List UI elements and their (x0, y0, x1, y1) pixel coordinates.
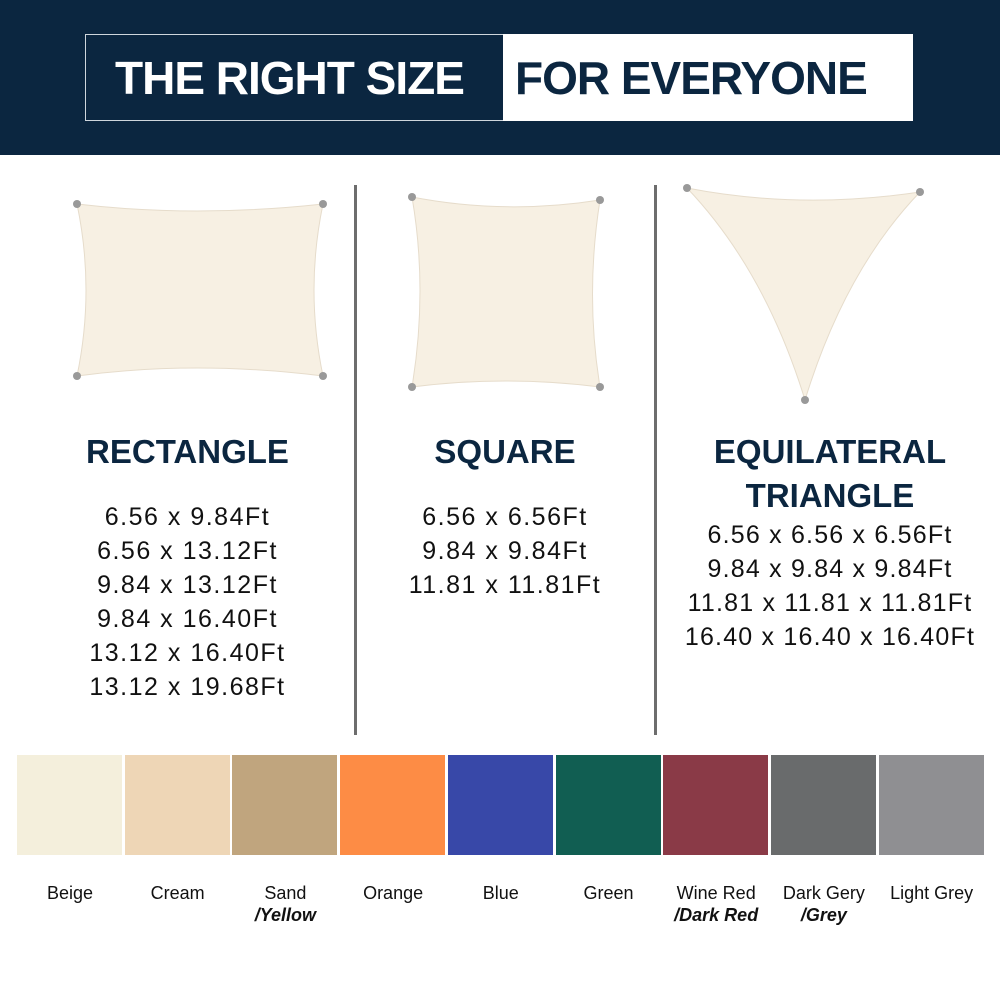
color-name: Wine Red (676, 883, 756, 903)
color-name: Light Grey (890, 883, 974, 903)
shape-title: EQUILATERAL TRIANGLE (713, 433, 947, 514)
size-item: 11.81 x 11.81Ft (408, 571, 602, 599)
color-swatch (663, 755, 769, 855)
divider (354, 185, 357, 735)
color-label: Light Grey (877, 882, 987, 904)
color-name: Dark Gery (782, 883, 865, 903)
color-label: Cream (123, 882, 233, 904)
color-alt-name: /Dark Red (674, 905, 759, 925)
color-swatch (878, 755, 984, 855)
color-name: Cream (150, 883, 205, 903)
color-name: Sand (264, 883, 307, 903)
color-label: Sand/Yellow (230, 882, 340, 926)
color-name: Blue (482, 883, 519, 903)
color-name: Beige (46, 883, 94, 903)
color-alt-name: /Yellow (254, 905, 317, 925)
color-swatch (447, 755, 553, 855)
title-part-2: FOR EVERYONE (515, 52, 868, 104)
size-item: 13.12 x 19.68Ft (89, 673, 286, 701)
size-item: 16.40 x 16.40 x 16.40Ft (684, 623, 976, 651)
color-label: Orange (338, 882, 448, 904)
title-part-1: THE RIGHT SIZE (115, 52, 465, 104)
color-label: Beige (15, 882, 125, 904)
divider (654, 185, 657, 735)
color-swatch (17, 755, 122, 855)
color-alt-name: /Grey (800, 905, 847, 925)
color-swatch (232, 755, 338, 855)
size-item: 9.84 x 9.84 x 9.84Ft (707, 555, 953, 583)
square-shade-image (408, 193, 604, 391)
color-label: Green (554, 882, 664, 904)
color-swatch (555, 755, 661, 855)
shape-title: SQUARE (434, 433, 576, 470)
size-item: 11.81 x 11.81 x 11.81Ft (687, 589, 973, 617)
size-item: 9.84 x 9.84Ft (422, 537, 588, 565)
color-label: Blue (446, 882, 556, 904)
triangle-shade-image (683, 184, 924, 404)
size-item: 13.12 x 16.40Ft (89, 639, 286, 667)
shape-title: RECTANGLE (86, 433, 289, 470)
square-column: SQUARE 6.56 x 6.56Ft 9.84 x 9.84Ft 11.81… (360, 430, 650, 602)
rectangle-shade-image (73, 200, 327, 380)
color-name: Orange (363, 883, 424, 903)
color-swatch (770, 755, 876, 855)
color-label: Wine Red/Dark Red (661, 882, 771, 926)
size-item: 9.84 x 16.40Ft (97, 605, 278, 633)
color-label: Dark Gery/Grey (769, 882, 879, 926)
rectangle-column: RECTANGLE 6.56 x 9.84Ft 6.56 x 13.12Ft 9… (40, 430, 335, 704)
size-item: 6.56 x 9.84Ft (104, 503, 271, 531)
size-item: 6.56 x 6.56 x 6.56Ft (707, 521, 953, 549)
color-name: Green (583, 883, 634, 903)
size-item: 6.56 x 6.56Ft (422, 503, 588, 531)
title-highlight (503, 34, 913, 121)
size-item: 6.56 x 13.12Ft (97, 537, 278, 565)
color-swatch (124, 755, 230, 855)
triangle-column: EQUILATERAL TRIANGLE 6.56 x 6.56 x 6.56F… (660, 430, 1000, 654)
color-swatch (340, 755, 446, 855)
size-item: 9.84 x 13.12Ft (97, 571, 278, 599)
